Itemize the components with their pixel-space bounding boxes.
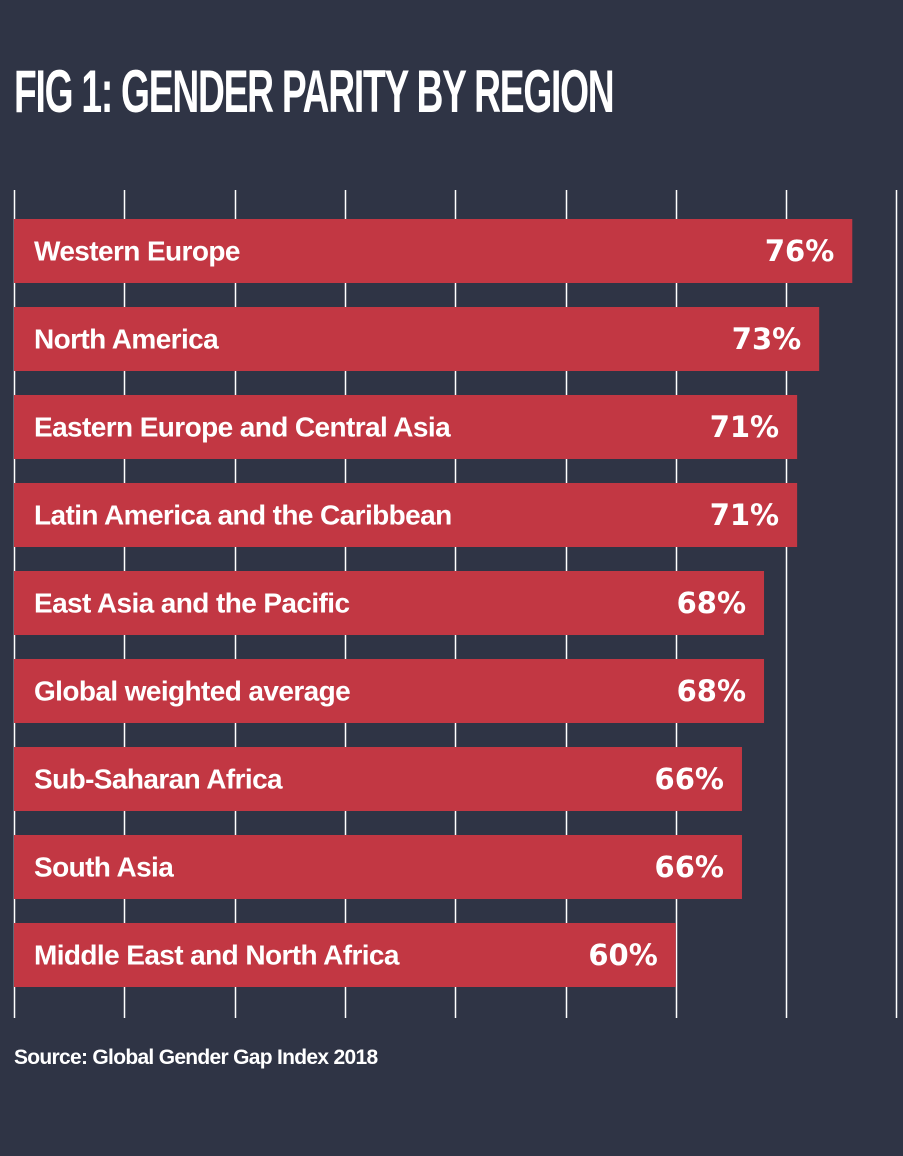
- bar-group: Western Europe 76%: [14, 219, 853, 283]
- value-label: 66%: [655, 850, 724, 884]
- bar: [14, 923, 676, 987]
- bar-group: Global weighted average 68%: [14, 659, 765, 723]
- bar: [14, 747, 742, 811]
- category-label: East Asia and the Pacific: [34, 588, 349, 619]
- bar-group: Sub-Saharan Africa 66%: [14, 747, 742, 811]
- value-label: 68%: [677, 674, 746, 708]
- bar: [14, 571, 765, 635]
- category-label: Global weighted average: [34, 676, 350, 707]
- chart-source: Source: Global Gender Gap Index 2018: [14, 1046, 378, 1069]
- value-label: 71%: [710, 498, 779, 532]
- bar: [14, 395, 798, 459]
- category-label: North America: [34, 324, 219, 355]
- bar-group: Latin America and the Caribbean 71%: [14, 483, 798, 547]
- value-label: 71%: [710, 410, 779, 444]
- bar: [14, 483, 798, 547]
- bars: Western Europe 76% North America 73% Eastern…: [14, 219, 853, 987]
- category-label: Sub-Saharan Africa: [34, 764, 283, 795]
- bar-group: Eastern Europe and Central Asia 71%: [14, 395, 798, 459]
- bar: [14, 659, 765, 723]
- chart-title: FIG 1: GENDER PARITY BY REGION: [14, 58, 615, 125]
- category-label: Western Europe: [34, 236, 240, 267]
- bar-group: North America 73%: [14, 307, 820, 371]
- bar: [14, 835, 742, 899]
- bar: [14, 307, 820, 371]
- value-label: 66%: [655, 762, 724, 796]
- bar: [14, 219, 853, 283]
- value-label: 60%: [588, 938, 657, 972]
- value-label: 76%: [765, 234, 834, 268]
- value-label: 73%: [732, 322, 801, 356]
- value-label: 68%: [677, 586, 746, 620]
- bar-group: East Asia and the Pacific 68%: [14, 571, 765, 635]
- bar-group: South Asia 66%: [14, 835, 742, 899]
- category-label: South Asia: [34, 852, 174, 883]
- bar-group: Middle East and North Africa 60%: [14, 923, 676, 987]
- category-label: Eastern Europe and Central Asia: [34, 412, 451, 443]
- category-label: Latin America and the Caribbean: [34, 500, 452, 531]
- category-label: Middle East and North Africa: [34, 940, 400, 971]
